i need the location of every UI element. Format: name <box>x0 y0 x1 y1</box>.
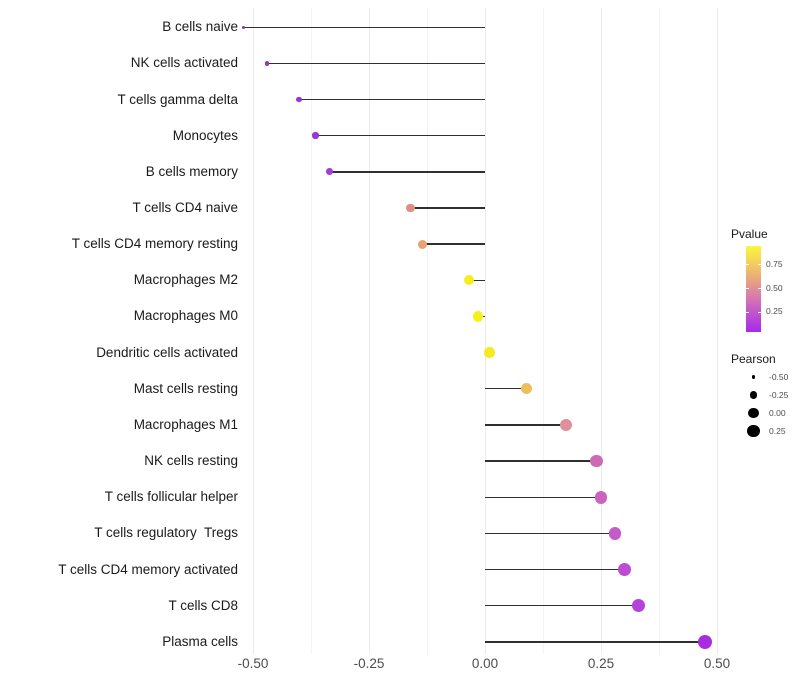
lollipop-dot <box>590 454 603 468</box>
x-tick-label: -0.50 <box>237 656 269 671</box>
category-label: Plasma cells <box>162 633 238 649</box>
lollipop-stem <box>266 62 485 65</box>
category-label: T cells CD8 <box>168 597 238 613</box>
size-key-label: -0.25 <box>769 389 789 400</box>
size-key-label: 0.25 <box>769 425 786 436</box>
lollipop-stem <box>485 532 615 535</box>
minor-gridline <box>658 8 660 654</box>
lollipop-dot <box>312 132 319 139</box>
category-label: Mast cells resting <box>133 380 238 396</box>
category-label: T cells regulatory Tregs <box>94 525 238 541</box>
size-key-dot <box>747 424 760 438</box>
colorbar-tick-mark <box>758 264 761 266</box>
colorbar-tick-label: 0.25 <box>766 306 783 317</box>
lollipop-stem <box>485 605 639 607</box>
size-key-dot <box>749 391 758 399</box>
category-label: T cells gamma delta <box>117 91 238 107</box>
lollipop-dot <box>608 527 622 540</box>
lollipop-stem <box>485 641 706 643</box>
lollipop-dot <box>463 275 474 286</box>
category-label: Dendritic cells activated <box>96 344 238 360</box>
lollipop-dot <box>560 418 573 431</box>
lollipop-dot <box>264 61 270 66</box>
size-key-label: 0.00 <box>769 407 786 418</box>
category-label: Macrophages M2 <box>133 272 238 288</box>
lollipop-stem <box>468 279 485 281</box>
category-label: B cells memory <box>145 163 238 179</box>
pvalue-colorbar <box>746 246 761 332</box>
lollipop-dot <box>472 311 484 322</box>
lollipop-dot <box>242 25 246 29</box>
category-label: T cells CD4 memory activated <box>58 561 238 577</box>
lollipop-stem <box>485 460 597 462</box>
lollipop-dot <box>406 203 416 213</box>
lollipop-dot <box>698 634 713 649</box>
lollipop-dot <box>417 239 427 249</box>
colorbar-tick-mark <box>758 288 761 290</box>
category-label: T cells CD4 memory resting <box>71 236 238 252</box>
lollipop-stem <box>485 568 625 571</box>
colorbar-tick-mark <box>746 311 749 313</box>
lollipop-stem <box>243 26 485 28</box>
lollipop-dot <box>617 563 631 577</box>
category-label: Macrophages M0 <box>133 308 238 324</box>
minor-gridline <box>542 8 544 654</box>
pearson-legend-title: Pearson <box>731 352 776 366</box>
size-key-dot <box>748 407 759 419</box>
category-label: Monocytes <box>172 127 238 143</box>
major-gridline <box>716 8 718 654</box>
colorbar-tick-mark <box>758 311 761 313</box>
colorbar-tick-label: 0.75 <box>766 258 783 269</box>
lollipop-dot <box>631 599 645 613</box>
lollipop-stem <box>485 424 567 426</box>
minor-gridline <box>426 8 428 654</box>
lollipop-stem <box>485 496 601 498</box>
minor-gridline <box>310 8 312 654</box>
lollipop-dot <box>326 168 333 176</box>
x-tick-label: 0.50 <box>703 656 731 671</box>
major-gridline <box>252 8 254 654</box>
category-label: T cells CD4 naive <box>132 200 238 215</box>
size-key-label: -0.50 <box>769 371 789 382</box>
colorbar-tick-mark <box>746 264 749 266</box>
lollipop-stem <box>329 171 485 173</box>
lollipop-stem <box>485 388 527 390</box>
pvalue-legend-title: Pvalue <box>731 227 768 241</box>
major-gridline <box>368 8 370 654</box>
x-tick-label: 0.25 <box>587 656 615 671</box>
category-label: T cells follicular helper <box>104 489 238 505</box>
x-tick-label: 0.00 <box>471 656 499 671</box>
lollipop-dot <box>521 383 533 395</box>
category-label: NK cells activated <box>130 55 238 71</box>
colorbar-tick-label: 0.50 <box>766 282 783 293</box>
category-label: Macrophages M1 <box>133 416 238 432</box>
category-label: B cells naive <box>162 19 238 35</box>
major-gridline <box>600 8 602 654</box>
lollipop-dot <box>484 347 495 358</box>
lollipop-dot <box>296 96 303 103</box>
x-tick-label: -0.25 <box>353 656 385 671</box>
lollipop-stem <box>315 134 485 137</box>
size-key-dot <box>751 375 756 379</box>
lollipop-stem <box>410 207 485 209</box>
lollipop-stem <box>299 98 485 101</box>
category-label: NK cells resting <box>144 453 238 469</box>
lollipop-stem <box>422 243 485 245</box>
major-gridline <box>484 8 486 654</box>
colorbar-tick-mark <box>746 288 749 290</box>
lollipop-dot <box>594 491 608 504</box>
